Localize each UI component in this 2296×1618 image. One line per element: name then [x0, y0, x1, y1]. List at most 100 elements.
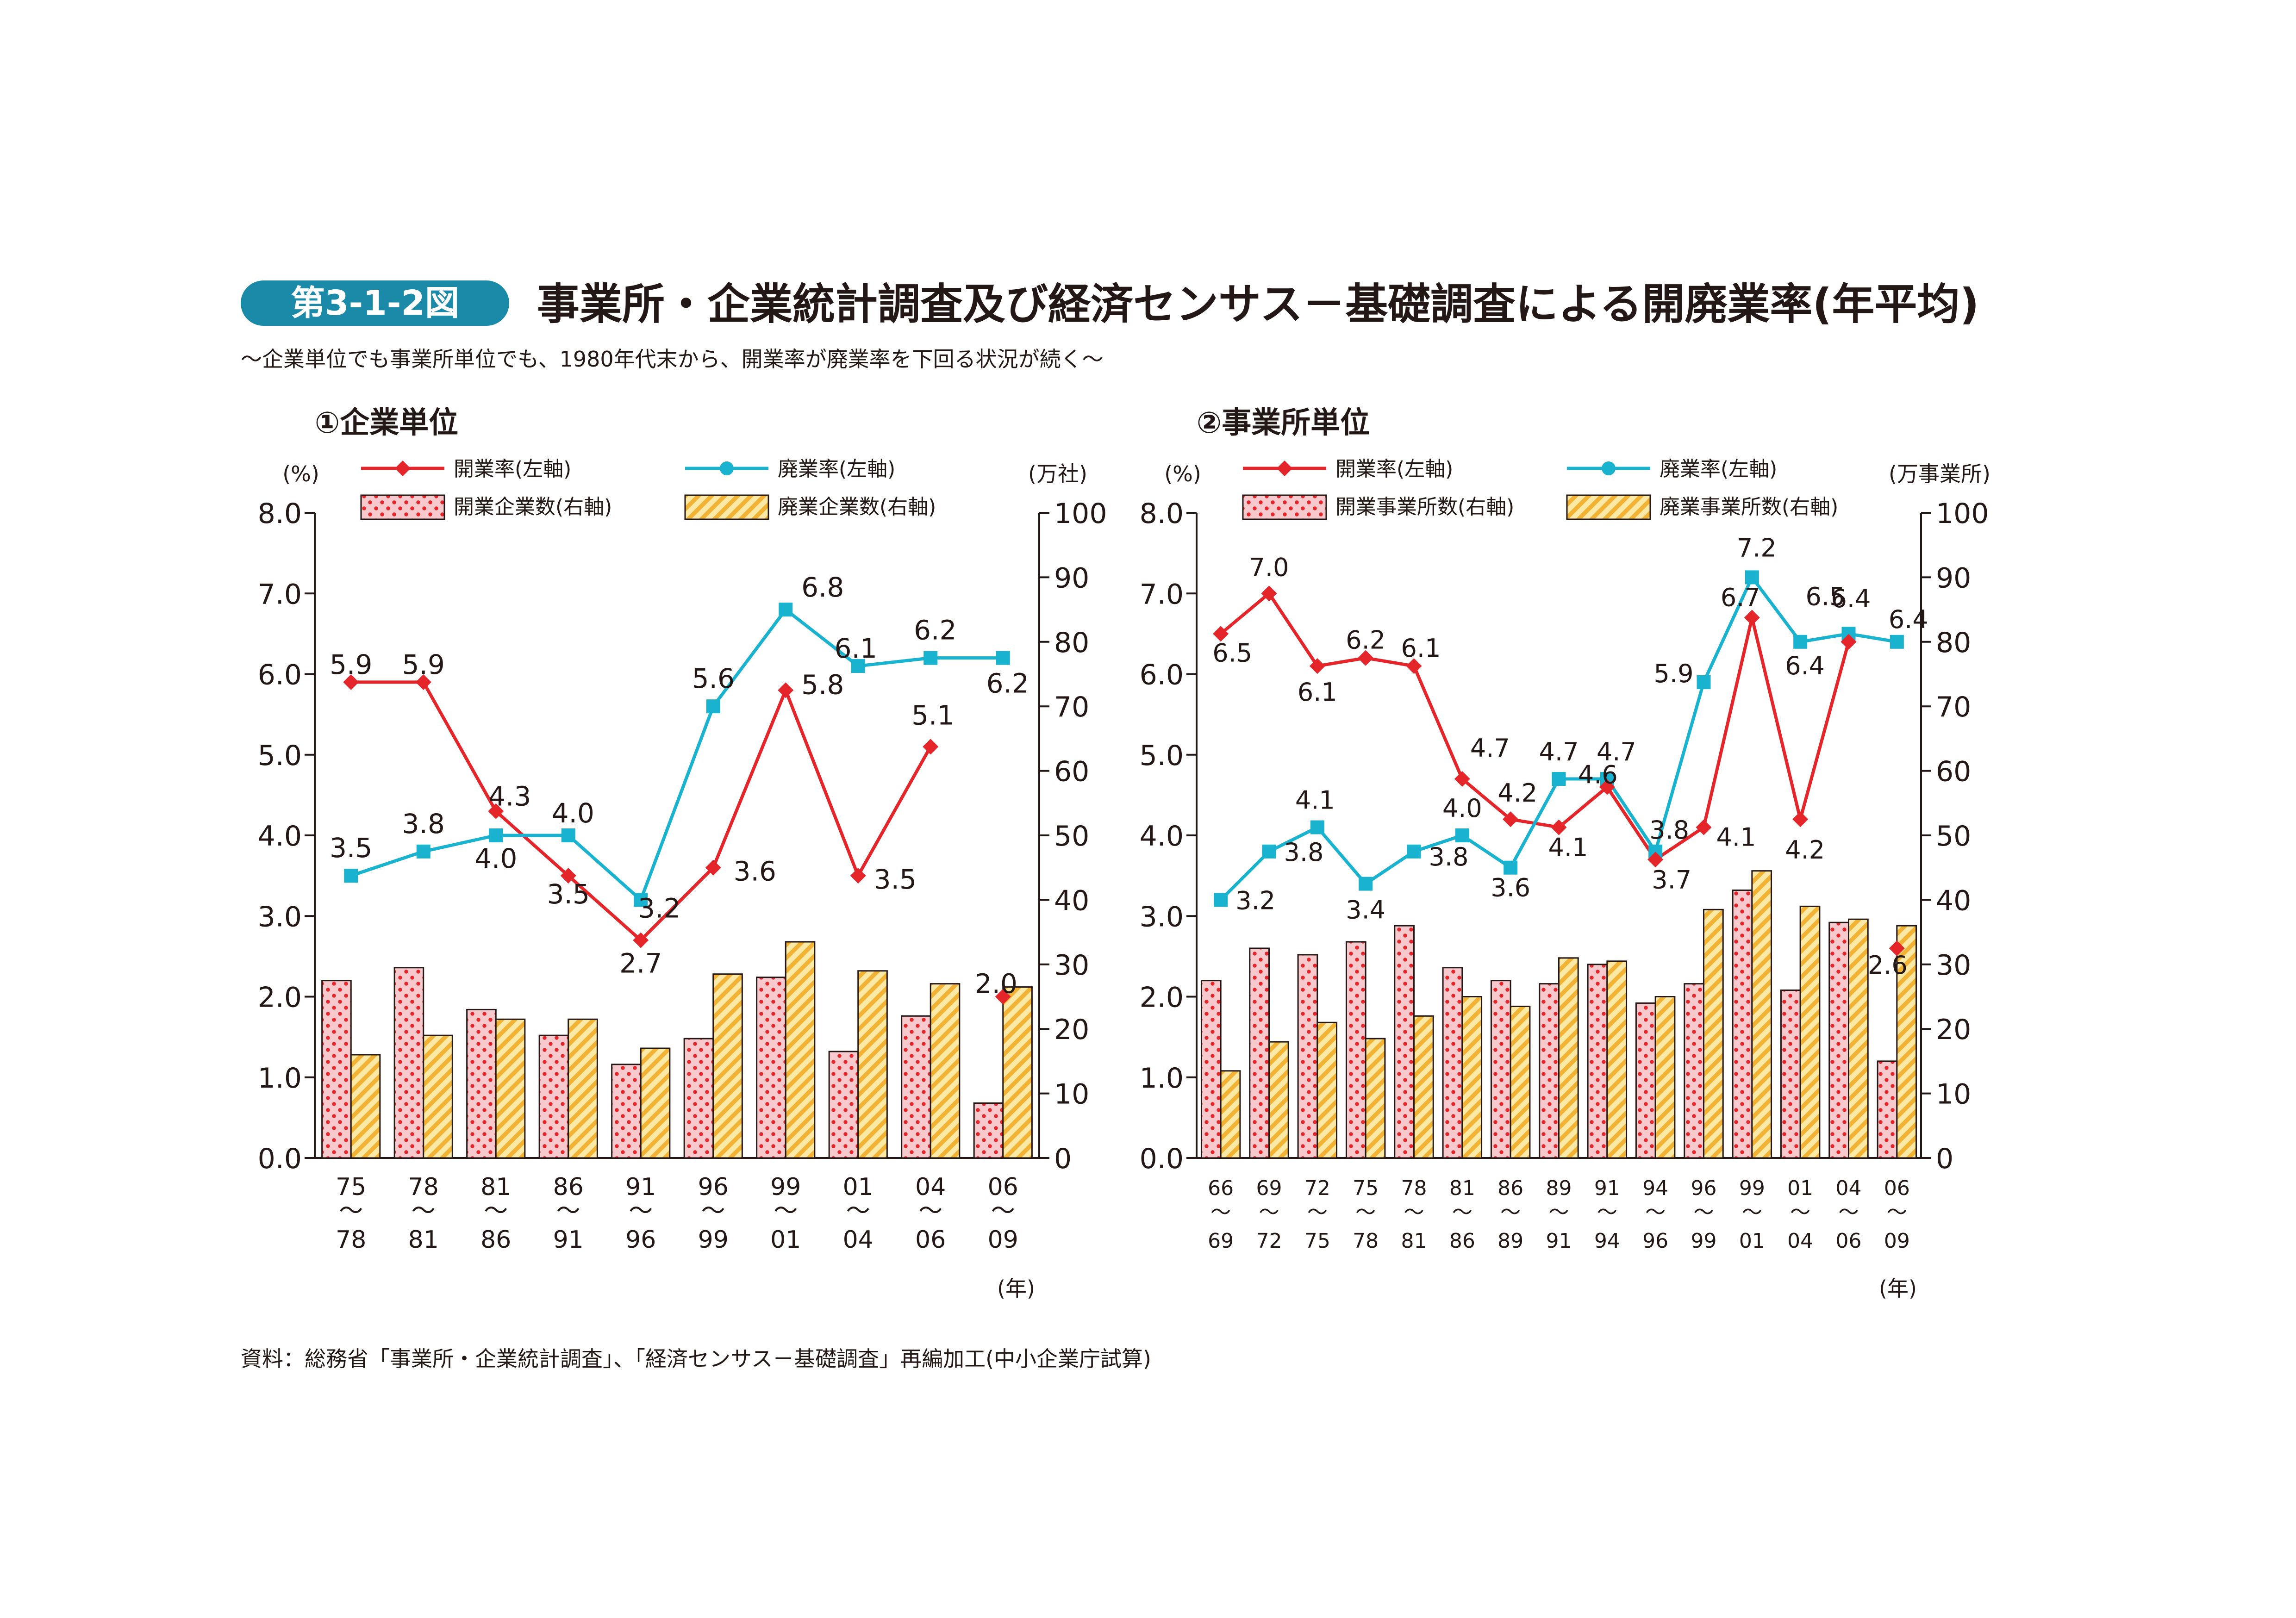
open-rate-label: 4.2 — [1497, 778, 1537, 808]
x-tick-label-to: 75 — [1304, 1229, 1330, 1253]
close-count-bar — [350, 1054, 381, 1159]
open-rate-point — [488, 803, 504, 819]
x-tick-label-tilde: ～ — [918, 1197, 942, 1225]
open-rate-point — [415, 674, 431, 690]
figure-title: 事業所・企業統計調査及び経済センサス－基礎調査による開廃業率(年平均) — [537, 280, 1979, 329]
open-rate-label: 6.1 — [1401, 634, 1441, 663]
x-tick-label-to: 04 — [843, 1226, 873, 1254]
left-axis-tick-label: 7.0 — [1140, 578, 1184, 610]
open-count-bar — [1490, 980, 1511, 1159]
legend-close-rate-marker — [1602, 461, 1616, 475]
x-tick-label-to: 81 — [408, 1226, 439, 1254]
right-axis-tick-label: 100 — [1936, 498, 1989, 530]
figure-number-badge: 第3-1-2図 — [241, 280, 509, 326]
right-axis-tick-label: 30 — [1054, 949, 1089, 982]
x-tick-label-to: 94 — [1594, 1229, 1620, 1253]
close-count-bar — [857, 970, 888, 1159]
open-rate-label: 3.6 — [734, 856, 776, 887]
x-tick-label-from: 99 — [1739, 1176, 1765, 1200]
x-tick-label-to: 89 — [1497, 1229, 1523, 1253]
left-axis-unit: (%) — [282, 461, 319, 486]
close-rate-label: 3.2 — [638, 892, 680, 924]
open-count-bar — [1249, 947, 1270, 1159]
legend: 開業率(左軸) 廃業率(左軸) 開業事業所数(右軸) 廃業事業所数(右軸) — [1242, 457, 1838, 520]
close-rate-point — [1697, 675, 1711, 689]
open-rate-point — [633, 932, 649, 948]
open-rate-point — [1551, 819, 1567, 835]
x-axis-unit: (年) — [997, 1276, 1035, 1301]
close-rate-label: 4.0 — [552, 797, 594, 829]
x-tick-label-tilde: ～ — [339, 1197, 363, 1225]
close-rate-point — [1262, 844, 1276, 859]
x-tick-label-to: 91 — [553, 1226, 584, 1254]
open-count-bar — [466, 1008, 497, 1159]
close-rate-label: 6.4 — [1889, 605, 1928, 634]
x-tick-label-tilde: ～ — [1307, 1201, 1328, 1224]
close-rate-point — [851, 659, 865, 673]
legend-open-rate-label: 開業率(左軸) — [454, 457, 571, 481]
x-tick-label-tilde: ～ — [1597, 1201, 1617, 1224]
x-tick-label-to: 78 — [1353, 1229, 1379, 1253]
left-axis-tick-label: 4.0 — [1140, 820, 1184, 853]
source-note: 資料：総務省「事業所・企業統計調査」、「経済センサス－基礎調査」再編加工(中小企… — [241, 1346, 1151, 1371]
open-rate-point — [1599, 779, 1615, 795]
open-rate-point — [923, 739, 939, 755]
legend-open-count-swatch — [1242, 494, 1327, 520]
open-count-bar — [1828, 921, 1849, 1159]
open-rate-label: 6.1 — [1298, 678, 1337, 707]
open-rate-label: 4.3 — [488, 781, 531, 812]
x-tick-label-tilde: ～ — [484, 1197, 508, 1225]
right-axis-tick-label: 100 — [1054, 498, 1107, 530]
x-tick-label-from: 06 — [1884, 1176, 1910, 1200]
chart-panel-1: ①企業単位 (%) (万社) (年) 開業率(左軸) 廃業率(左軸) 開業企業数(右軸) 廃業… — [258, 406, 1107, 1301]
x-tick-label-to: 86 — [1449, 1229, 1475, 1253]
close-rate-label: 6.5 — [1806, 582, 1846, 611]
close-count-bar — [1510, 1005, 1531, 1159]
left-axis-tick-label: 7.0 — [258, 578, 302, 610]
x-tick-label-tilde: ～ — [1839, 1201, 1859, 1224]
left-axis-tick-label: 6.0 — [258, 659, 302, 691]
left-axis-tick-label: 5.0 — [258, 740, 302, 772]
figure-subtitle: ～企業単位でも事業所単位でも、1980年代末から、開業率が廃業率を下回る状況が続… — [241, 347, 1104, 372]
legend-close-rate-label: 廃業率(左軸) — [778, 457, 895, 481]
close-rate-label: 4.0 — [474, 843, 517, 874]
x-tick-label-to: 04 — [1787, 1229, 1813, 1253]
close-count-bar — [1799, 905, 1821, 1159]
x-tick-label-from: 86 — [553, 1173, 584, 1201]
open-rate-label: 5.1 — [911, 699, 954, 731]
close-rate-label: 5.9 — [1654, 659, 1694, 688]
close-rate-label: 6.1 — [835, 633, 877, 664]
panel-title: ①企業単位 — [315, 406, 458, 440]
close-rate-label: 6.2 — [914, 615, 956, 646]
x-tick-label-from: 89 — [1546, 1176, 1572, 1200]
x-tick-label-from: 01 — [843, 1173, 873, 1201]
x-tick-label-from: 06 — [988, 1173, 1018, 1201]
close-rate-point — [634, 893, 648, 907]
x-tick-label-tilde: ～ — [412, 1197, 436, 1225]
open-rate-point — [343, 674, 359, 690]
open-rate-point — [1213, 626, 1229, 642]
open-count-bar — [1877, 1060, 1898, 1159]
close-rate-label: 6.2 — [986, 668, 1029, 699]
open-rate-label: 3.7 — [1652, 865, 1691, 894]
close-rate-label: 4.1 — [1295, 786, 1335, 815]
left-axis-tick-label: 4.0 — [258, 820, 302, 853]
close-count-bar — [640, 1047, 671, 1159]
figure-header: 第3-1-2図 事業所・企業統計調査及び経済センサス－基礎調査による開廃業率(年… — [241, 277, 2046, 329]
right-axis-tick-label: 70 — [1054, 691, 1089, 723]
open-rate-label: 6.5 — [1212, 638, 1252, 667]
close-count-bar — [1316, 1021, 1338, 1159]
open-rate-point — [1889, 940, 1905, 956]
open-rate-point — [1454, 771, 1470, 787]
right-axis-tick-label: 0 — [1054, 1143, 1072, 1175]
x-tick-label-tilde: ～ — [774, 1197, 798, 1225]
right-axis-tick-label: 20 — [1936, 1014, 1971, 1046]
close-count-bar — [1606, 960, 1628, 1159]
x-tick-label-to: 72 — [1256, 1229, 1282, 1253]
close-rate-point — [1552, 772, 1566, 786]
legend-open-count-label: 開業企業数(右軸) — [454, 495, 612, 519]
open-count-bar — [683, 1038, 714, 1159]
close-rate-label: 6.8 — [801, 572, 844, 603]
close-rate-label: 3.6 — [1491, 873, 1530, 902]
